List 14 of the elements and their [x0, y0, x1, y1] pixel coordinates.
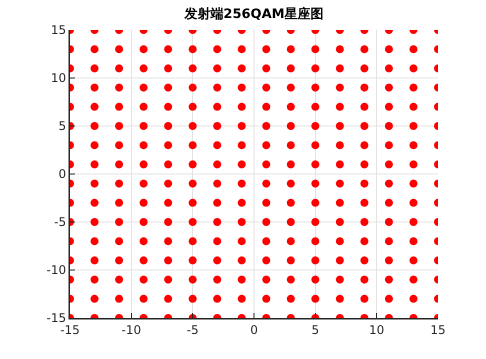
y-tick-label: 10: [50, 71, 66, 86]
y-tick-label: 5: [58, 119, 66, 134]
x-tick-label: -10: [122, 322, 142, 337]
y-tick-label: -5: [54, 215, 66, 230]
x-tick-label: 5: [312, 322, 320, 337]
y-tick-label: 0: [58, 167, 66, 182]
y-tick-label: 15: [50, 23, 66, 38]
x-tick-label: 10: [369, 322, 384, 337]
x-tick-label: 15: [430, 322, 446, 337]
y-tick-label: -15: [46, 311, 66, 326]
y-tick-label: -10: [46, 263, 66, 278]
x-tick-label: 0: [250, 322, 258, 337]
chart-title: 发射端256QAM星座图: [183, 6, 324, 22]
x-tick-label: -5: [186, 322, 199, 337]
